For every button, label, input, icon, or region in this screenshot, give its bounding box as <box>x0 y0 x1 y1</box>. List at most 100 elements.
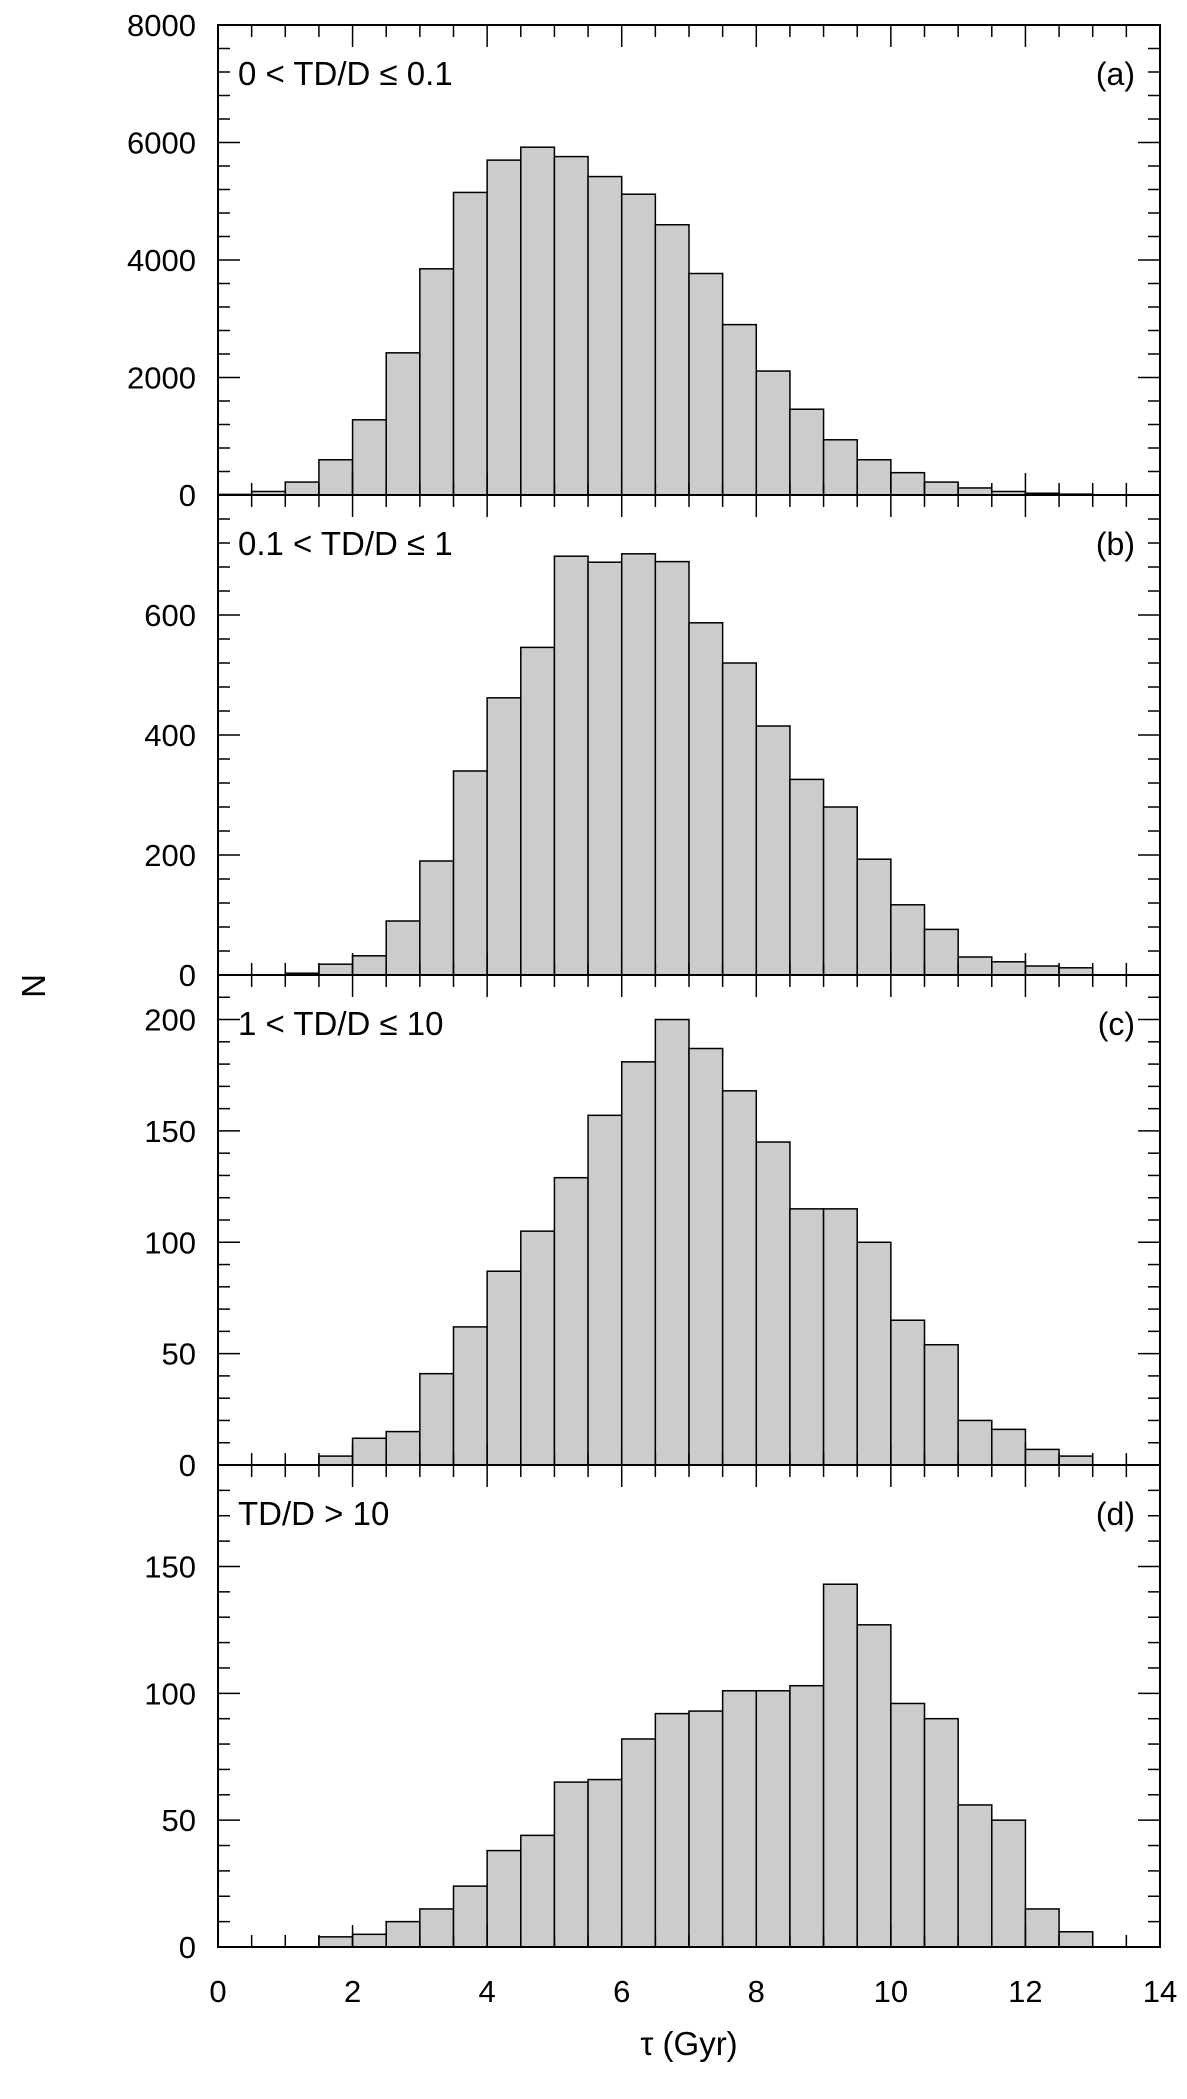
y-tick-label: 8000 <box>127 8 196 43</box>
bar <box>755 370 791 496</box>
y-tick-label: 200 <box>144 838 196 873</box>
bar <box>991 1428 1027 1466</box>
bar <box>890 471 926 496</box>
bar <box>1024 965 1060 976</box>
panel-d: 0 50 100 150 TD/D > 10 (d) <box>144 1464 1161 1965</box>
y-tick-label: 100 <box>144 1676 196 1711</box>
bar <box>553 155 589 496</box>
bar <box>822 1208 858 1466</box>
y-tick-label: 100 <box>144 1225 196 1260</box>
bar <box>822 439 858 496</box>
bar <box>587 561 623 976</box>
bar <box>486 159 522 496</box>
y-axis-title: N <box>15 974 52 998</box>
bar <box>755 1690 791 1948</box>
panel-c: 0 50 100 150 200 1 < TD/D ≤ 10 (c) <box>144 974 1161 1483</box>
bar <box>1024 1448 1060 1466</box>
bar <box>587 1114 623 1466</box>
y-tick-label: 0 <box>179 1448 196 1483</box>
panel-tag: (b) <box>1096 526 1135 562</box>
bar <box>452 770 488 976</box>
bar <box>957 956 993 976</box>
y-tick-label: 400 <box>144 718 196 753</box>
bar <box>890 1702 926 1948</box>
bar <box>1058 967 1094 976</box>
bar <box>721 1690 758 1948</box>
panel-annotation: 0.1 < TD/D ≤ 1 <box>238 525 453 562</box>
x-tick-label: 2 <box>344 1974 361 2009</box>
y-tick-label: 200 <box>144 1003 196 1038</box>
bar <box>721 323 758 496</box>
bar <box>587 1778 623 1948</box>
bar <box>318 459 354 496</box>
y-tick-label: 6000 <box>127 126 196 161</box>
bar <box>923 928 959 976</box>
bar <box>520 646 556 976</box>
panel-annotation: 1 < TD/D ≤ 10 <box>238 1005 444 1042</box>
y-tick-label: 0 <box>179 958 196 993</box>
y-tick-label: 600 <box>144 598 196 633</box>
bar <box>284 481 320 496</box>
x-tick-label: 14 <box>1143 1974 1177 2009</box>
bar <box>789 1684 825 1948</box>
panel-tag: (c) <box>1098 1006 1135 1042</box>
bar <box>351 1437 387 1466</box>
bar <box>822 1583 858 1948</box>
x-tick-label: 0 <box>209 1974 226 2009</box>
x-tick-label: 12 <box>1008 1974 1042 2009</box>
bar <box>452 191 488 496</box>
bar <box>419 860 455 976</box>
x-tick-label: 4 <box>479 1974 496 2009</box>
bar <box>991 1819 1027 1948</box>
bar <box>890 904 926 976</box>
bar <box>351 955 387 976</box>
y-tick-label: 2000 <box>127 361 196 396</box>
bar <box>318 1936 354 1948</box>
bar <box>553 1176 589 1466</box>
x-tick-label: 8 <box>748 1974 765 2009</box>
bar <box>553 1781 589 1948</box>
bar <box>1058 1455 1094 1466</box>
bar <box>957 1419 993 1466</box>
bar <box>520 1230 556 1466</box>
bar <box>688 1710 724 1948</box>
panel-b: 0 200 400 600 0.1 < TD/D ≤ 1 (b) <box>144 494 1161 993</box>
bar <box>587 175 623 496</box>
bar <box>318 1455 354 1466</box>
bar <box>923 1343 959 1466</box>
bar <box>856 1241 892 1466</box>
bar <box>822 806 858 976</box>
bar <box>923 481 959 496</box>
y-tick-label: 50 <box>162 1337 196 1372</box>
bar <box>957 487 993 496</box>
bar <box>620 1738 657 1948</box>
bar <box>721 662 758 976</box>
y-tick-label: 150 <box>144 1549 196 1584</box>
bar <box>856 858 892 976</box>
panel-tag: (a) <box>1096 56 1135 92</box>
bar <box>654 1712 690 1948</box>
bar <box>452 1885 488 1948</box>
bar <box>856 1624 892 1948</box>
bar <box>789 408 825 496</box>
bar <box>688 1047 724 1466</box>
bar <box>654 1018 690 1466</box>
bar <box>620 1061 657 1466</box>
bar <box>654 224 690 496</box>
y-tick-label: 0 <box>179 478 196 513</box>
bar <box>452 1326 488 1466</box>
bar <box>385 352 421 496</box>
bar <box>721 1090 758 1466</box>
y-tick-label: 0 <box>179 1930 196 1965</box>
bar <box>755 1141 791 1466</box>
bar <box>419 1372 455 1466</box>
bar <box>351 419 387 496</box>
bar <box>385 920 421 976</box>
y-tick-label: 50 <box>162 1803 196 1838</box>
bar <box>1058 1931 1094 1948</box>
bar <box>755 725 791 976</box>
bar <box>688 272 724 496</box>
bar <box>520 1834 556 1948</box>
